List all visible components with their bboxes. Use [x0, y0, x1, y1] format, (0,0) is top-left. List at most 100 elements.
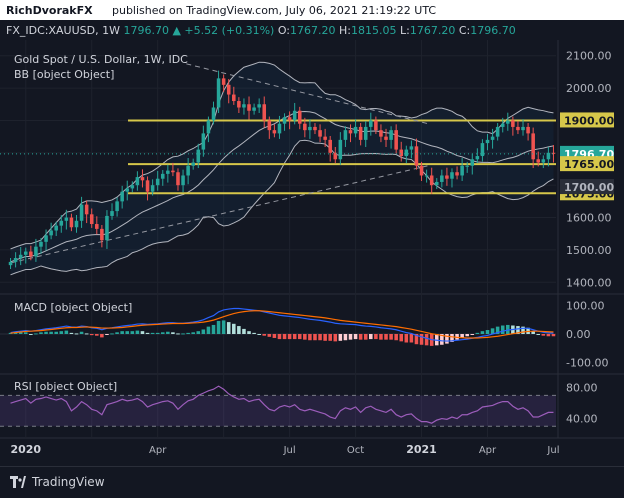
macd-histogram-bar — [333, 334, 338, 342]
macd-histogram-bar — [338, 334, 343, 341]
candle-body — [455, 172, 459, 176]
macd-histogram-bar — [206, 326, 211, 334]
chart-canvas[interactable]: 2020 Apr Jul Oct 2021 Apr Jul 1400.00 1500.00 160… — [0, 0, 624, 466]
macd-histogram-bar — [379, 334, 383, 340]
main-legend[interactable]: Gold Spot / U.S. Dollar, 1W, IDC — [14, 53, 188, 66]
macd-histogram-bar — [120, 331, 124, 334]
high-key: H: — [339, 24, 351, 37]
macd-histogram-bar — [460, 334, 464, 338]
macd-line — [10, 307, 554, 342]
macd-histogram-bar — [389, 334, 393, 340]
candle-body — [44, 235, 48, 242]
y-tick-label: 1400.00 — [566, 276, 612, 289]
candle-body — [450, 172, 454, 179]
macd-histogram-bar — [369, 334, 373, 340]
brand-name[interactable]: TradingView — [32, 475, 105, 489]
macd-histogram-bar — [8, 332, 13, 334]
macd-histogram-bar — [328, 334, 332, 341]
macd-histogram-bar — [475, 332, 480, 334]
macd-histogram-bar — [414, 334, 419, 345]
macd-histogram-bar — [166, 331, 170, 334]
candle-body — [79, 204, 84, 221]
rsi-line — [10, 385, 554, 424]
candle-body — [74, 220, 79, 228]
price-axis-tag-label: 1765.00 — [564, 158, 614, 171]
price-axis-tag — [560, 156, 614, 172]
low-key: L: — [400, 24, 410, 37]
candle-body — [120, 191, 124, 202]
candle-body — [206, 120, 211, 134]
macd-histogram-bar — [303, 334, 307, 340]
close-key: C: — [458, 24, 471, 37]
macd-histogram-bar — [358, 334, 363, 340]
macd-histogram-bar — [201, 329, 206, 334]
macd-histogram-bar — [29, 334, 33, 335]
tradingview-logo-icon[interactable] — [10, 476, 26, 488]
macd-histogram-bar — [84, 333, 89, 335]
trendline-dashed — [186, 63, 429, 125]
x-tick-label: Apr — [479, 445, 497, 456]
candle-body — [135, 177, 140, 186]
candle-body — [384, 136, 388, 140]
macd-histogram-bar — [89, 334, 94, 336]
candle-body — [546, 152, 551, 160]
candle-body — [506, 120, 510, 124]
macd-histogram-bar — [59, 331, 64, 334]
macd-histogram-bar — [313, 334, 317, 341]
candle-body — [297, 110, 302, 124]
candle-body — [409, 146, 414, 150]
author-name[interactable]: RichDvorakFX — [6, 4, 93, 17]
macd-histogram-bar — [521, 326, 525, 334]
candle-body — [434, 181, 439, 186]
macd-histogram-bar — [237, 326, 241, 334]
macd-histogram-bar — [171, 332, 175, 334]
ohlc-readout: FX_IDC:XAUUSD, 1W 1796.70 ▲ +5.52 (+0.31… — [6, 24, 516, 37]
publish-info: published on TradingView.com, July 06, 2… — [112, 4, 437, 17]
macd-histogram-bar — [480, 331, 485, 334]
rsi-legend[interactable]: RSI [object Object] — [14, 380, 118, 393]
candle-body — [23, 251, 28, 255]
macd-histogram-bar — [353, 334, 358, 340]
candle-body — [89, 214, 94, 225]
candle-body — [150, 185, 155, 192]
y-tick-label: 1600.00 — [566, 212, 612, 225]
open-value: 1767.20 — [290, 24, 336, 37]
macd-legend[interactable]: MACD [object Object] — [14, 301, 133, 314]
candle-body — [287, 117, 292, 121]
bb-legend[interactable]: BB [object Object] — [14, 68, 115, 81]
candle-body — [323, 136, 327, 140]
candle-body — [49, 230, 53, 236]
candle-body — [404, 149, 409, 157]
price-change: 1796.70 ▲ +5.52 (+0.31%) — [123, 24, 275, 37]
macd-histogram-bar — [135, 330, 140, 334]
macd-histogram-bar — [160, 332, 165, 334]
price-axis-tag — [560, 179, 614, 195]
candle-body — [247, 104, 251, 111]
macd-histogram-bar — [323, 334, 327, 341]
macd-histogram-bar — [257, 334, 261, 335]
candle-body — [536, 159, 541, 163]
macd-tick-label: -100.00 — [566, 356, 608, 369]
macd-histogram-bar — [196, 331, 201, 334]
candle-body — [242, 104, 246, 108]
macd-histogram-bar — [440, 334, 444, 345]
candle-body — [292, 110, 297, 121]
x-tick-label: 2021 — [406, 443, 437, 456]
candle-body — [490, 136, 495, 140]
candle-body — [39, 241, 43, 247]
low-value: 1767.20 — [409, 24, 456, 37]
macd-histogram-bar — [348, 334, 353, 340]
candle-body — [160, 173, 165, 179]
candle-body — [460, 165, 464, 176]
macd-histogram-bar — [470, 334, 475, 335]
candle-body — [531, 133, 535, 160]
candle-body — [186, 165, 190, 176]
macd-tick-label: 100.00 — [566, 300, 605, 313]
y-tick-label: 2000.00 — [566, 82, 612, 95]
candle-body — [470, 159, 475, 166]
candle-body — [338, 139, 343, 160]
bb-fill — [10, 62, 554, 275]
bb-upper-line — [10, 61, 554, 250]
x-tick-label: 2020 — [10, 443, 41, 456]
candle-body — [363, 126, 368, 140]
